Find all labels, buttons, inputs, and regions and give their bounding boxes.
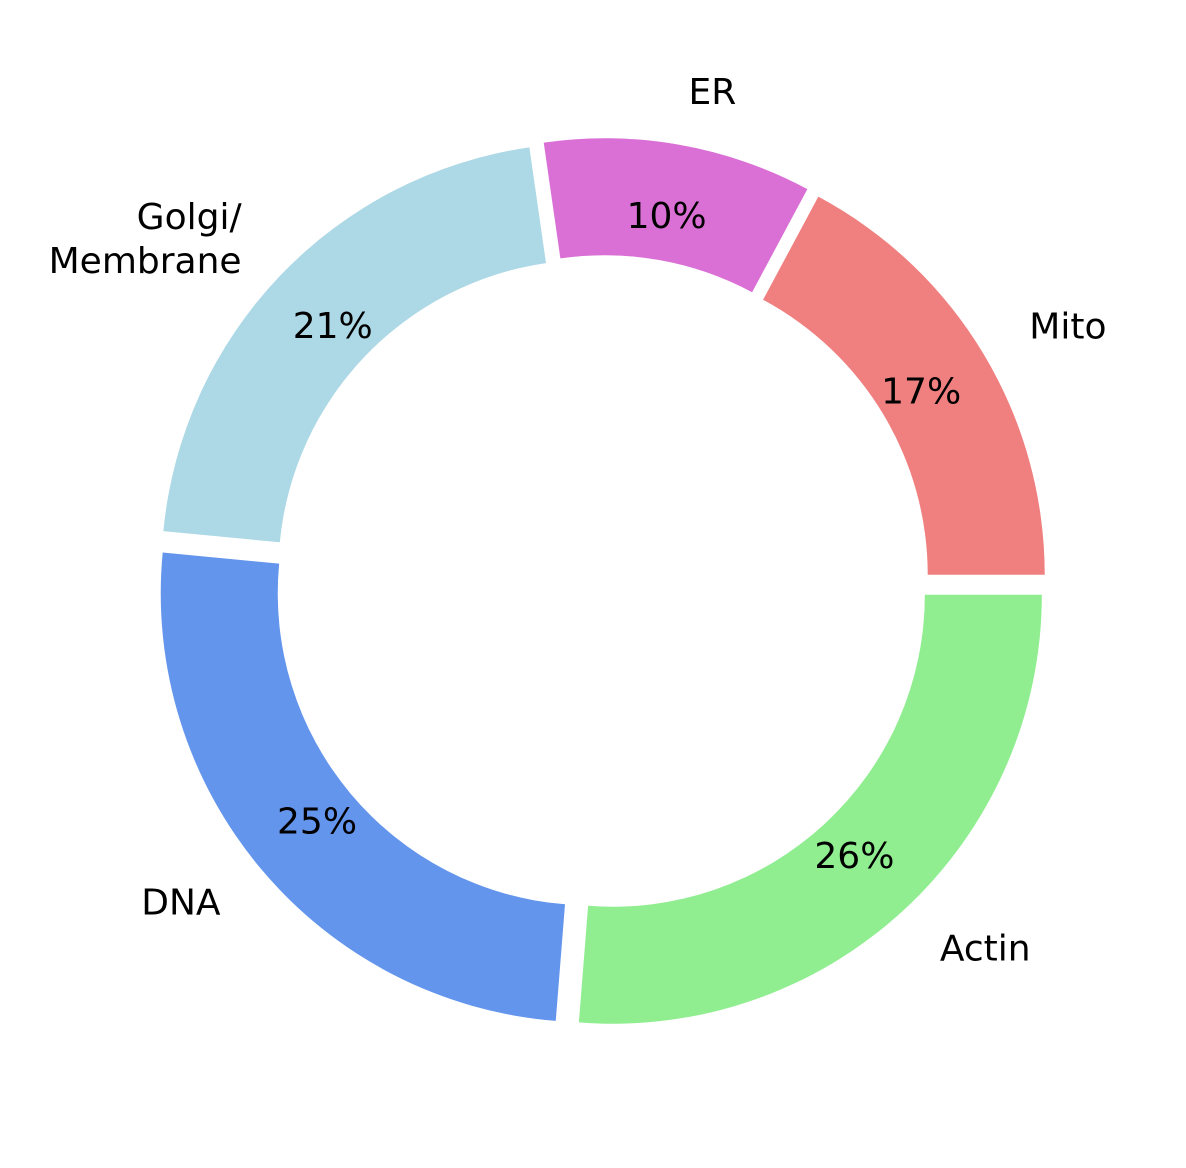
category-label-line: Actin [940,928,1031,969]
category-label-actin: Actin [940,928,1031,969]
pct-label-mito: 17% [881,371,961,412]
category-label-er: ER [688,72,736,113]
slices-group [160,138,1045,1024]
labels-group: 17% Mito 10% ER 21% Golgi/Membrane 25% DNA 26% Ac… [49,72,1107,969]
slice-golgi-membrane [163,147,547,543]
slice-actin [578,594,1042,1024]
category-label-mito: Mito [1029,307,1106,348]
category-label-dna: DNA [141,883,221,924]
pct-label-er: 10% [627,196,707,237]
pct-label-golgi-membrane: 21% [293,306,373,347]
slice-mito [763,196,1045,575]
category-label-line: Golgi/ [137,197,243,238]
pct-label-actin: 26% [814,836,894,877]
category-label-line: Mito [1029,307,1106,348]
category-label-line: Membrane [49,241,242,282]
category-label-line: DNA [141,883,221,924]
slice-dna [160,552,566,1021]
category-label-golgi-membrane: Golgi/Membrane [49,197,243,282]
slice-er [543,138,808,293]
pct-label-dna: 25% [277,802,357,843]
category-label-line: ER [688,72,736,113]
